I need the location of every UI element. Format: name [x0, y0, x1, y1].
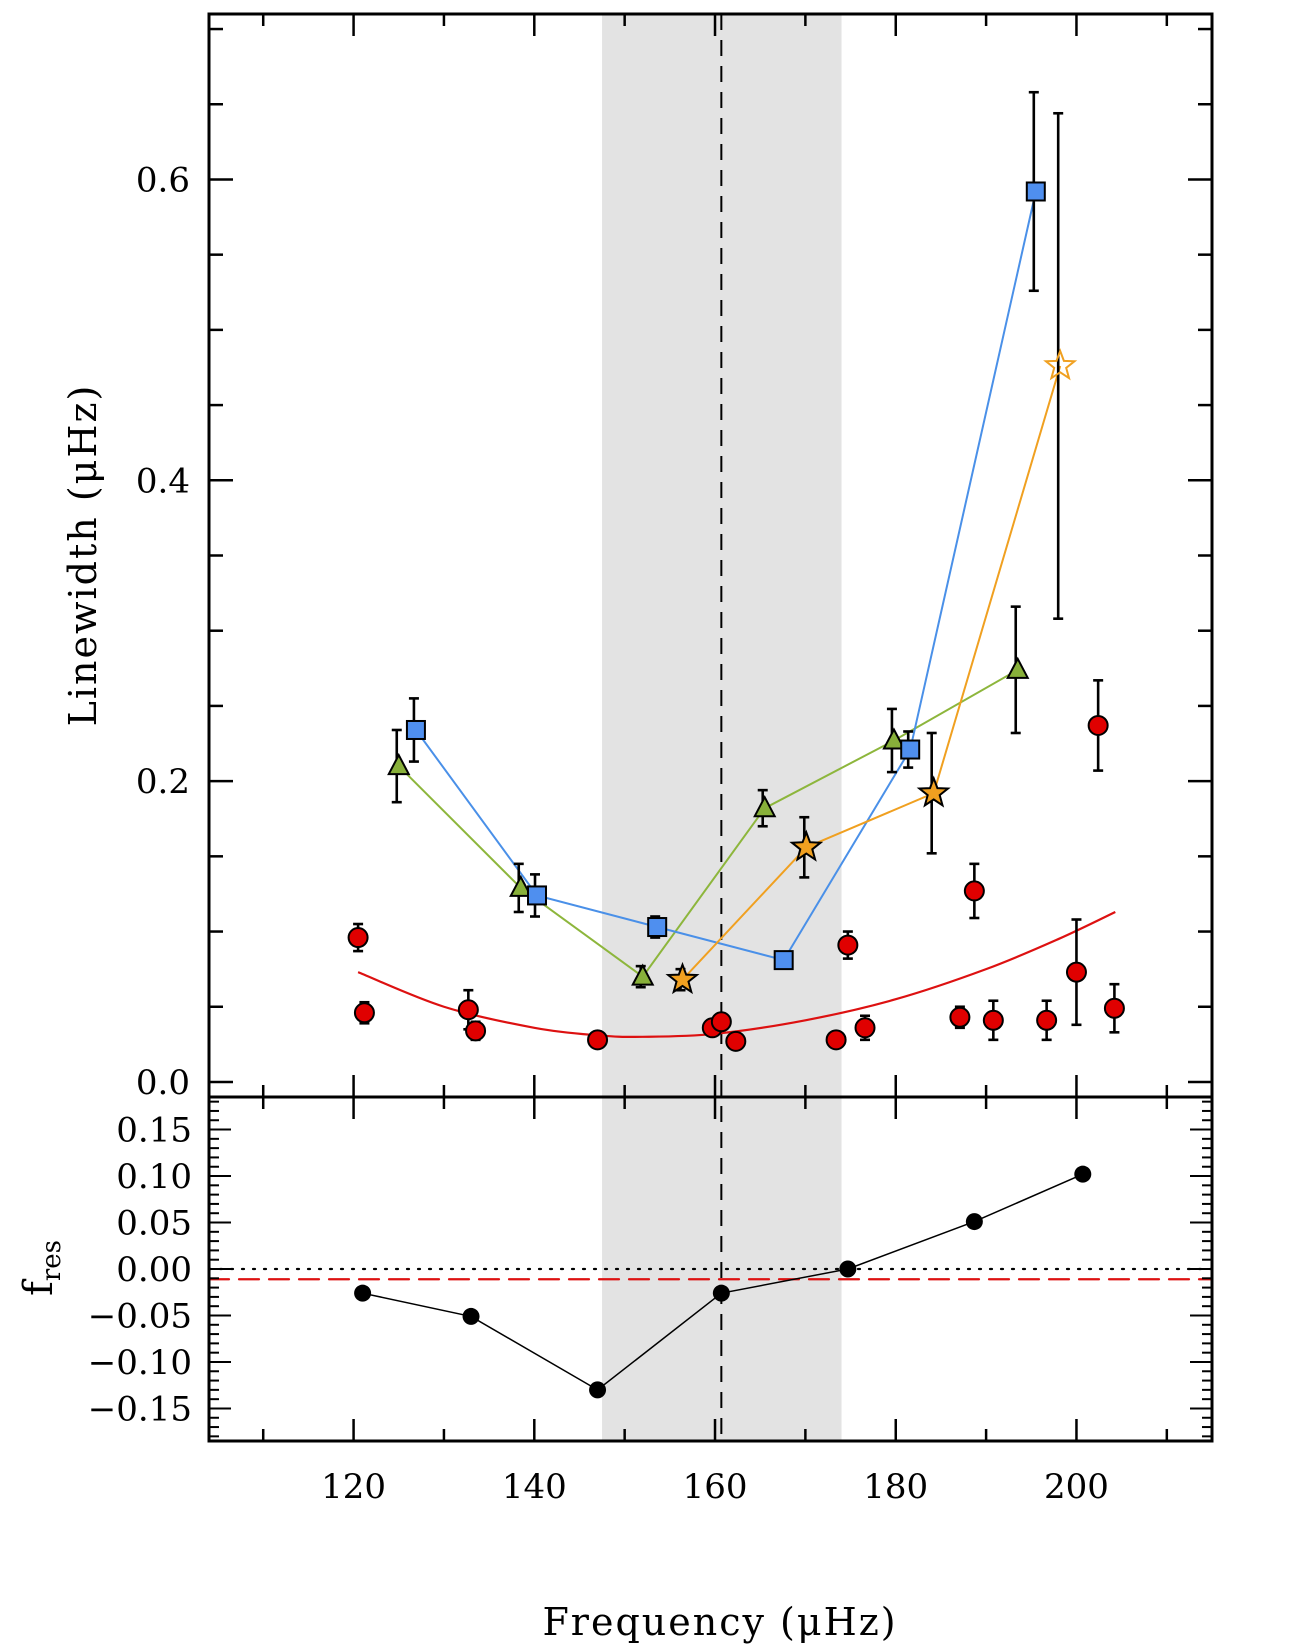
circle-point: [725, 1030, 747, 1052]
square-point: [527, 885, 548, 906]
star-series-line: [681, 365, 1062, 981]
triangle-point: [882, 727, 906, 750]
residual-point: [839, 1260, 857, 1278]
triangle-point: [1006, 656, 1030, 679]
circle-point: [982, 1009, 1004, 1031]
x-tick-label: 160: [683, 1467, 748, 1507]
y-tick-label-bottom: 0.05: [116, 1204, 192, 1244]
x-tick-label: 140: [502, 1467, 567, 1507]
residual-point: [354, 1284, 372, 1302]
circle-point: [347, 927, 369, 949]
circle-point: [825, 1029, 847, 1051]
y-tick-label-top: 0.4: [136, 461, 190, 501]
star-point: [916, 775, 951, 808]
circle-point: [837, 934, 859, 956]
y-tick-label-top: 0.2: [136, 762, 190, 802]
circle-point: [457, 999, 479, 1021]
triangle-point: [387, 752, 411, 776]
circle-point: [710, 1011, 732, 1033]
circle-point: [353, 1002, 375, 1024]
square-point: [647, 917, 668, 938]
circle-point: [1087, 714, 1109, 736]
y-axis-title-main: f: [16, 1278, 62, 1296]
y-tick-label-top: 0.0: [136, 1063, 190, 1103]
residual-point: [1074, 1165, 1092, 1183]
circle-point: [1065, 961, 1087, 983]
star-point: [789, 829, 824, 862]
y-tick-label-bottom: −0.10: [88, 1343, 192, 1383]
residual-point: [712, 1284, 730, 1302]
y-axis-title-top: Linewidth (μHz): [61, 384, 105, 727]
circle-point: [1103, 997, 1125, 1019]
y-tick-label-bottom: 0.00: [116, 1250, 192, 1290]
circle-point: [949, 1006, 971, 1028]
residual-point: [462, 1307, 480, 1325]
markers-layer: [347, 181, 1125, 1399]
star-point: [1043, 348, 1078, 381]
reference-lines-layer: [207, 14, 1214, 1441]
circle-point: [587, 1029, 609, 1051]
circle-point: [854, 1017, 876, 1039]
x-tick-label: 180: [863, 1467, 928, 1507]
residual-point: [965, 1213, 983, 1231]
circle-point: [1036, 1009, 1058, 1031]
y-tick-label-bottom: −0.05: [88, 1296, 192, 1336]
star-point: [665, 961, 700, 995]
x-tick-label: 200: [1044, 1467, 1109, 1507]
x-axis-title: Frequency (μHz): [542, 1600, 897, 1644]
y-tick-label-top: 0.6: [136, 160, 190, 200]
y-axis-title-bottom: fres: [16, 1240, 67, 1296]
triangle-point: [753, 795, 777, 818]
y-tick-label-bottom: 0.10: [116, 1157, 192, 1197]
triangle-point: [631, 963, 655, 986]
residual-point: [589, 1381, 607, 1399]
y-axis-title-subscript: res: [37, 1240, 67, 1281]
x-tick-label: 120: [321, 1467, 386, 1507]
triangle-point: [509, 874, 533, 897]
square-point: [1025, 181, 1046, 202]
circle-point: [963, 880, 985, 902]
square-point: [773, 950, 794, 971]
y-tick-label-bottom: −0.15: [88, 1389, 192, 1429]
circle-point: [465, 1020, 487, 1042]
square-point: [900, 739, 921, 760]
square-point: [405, 719, 426, 740]
square-series-line: [415, 191, 1037, 962]
axes-layer: 120 140 160 180 200 0.0 0.2 0.4 0.6 0.15 0.10 0.05 0…: [88, 12, 1214, 1507]
y-tick-label-bottom: 0.15: [116, 1111, 192, 1151]
